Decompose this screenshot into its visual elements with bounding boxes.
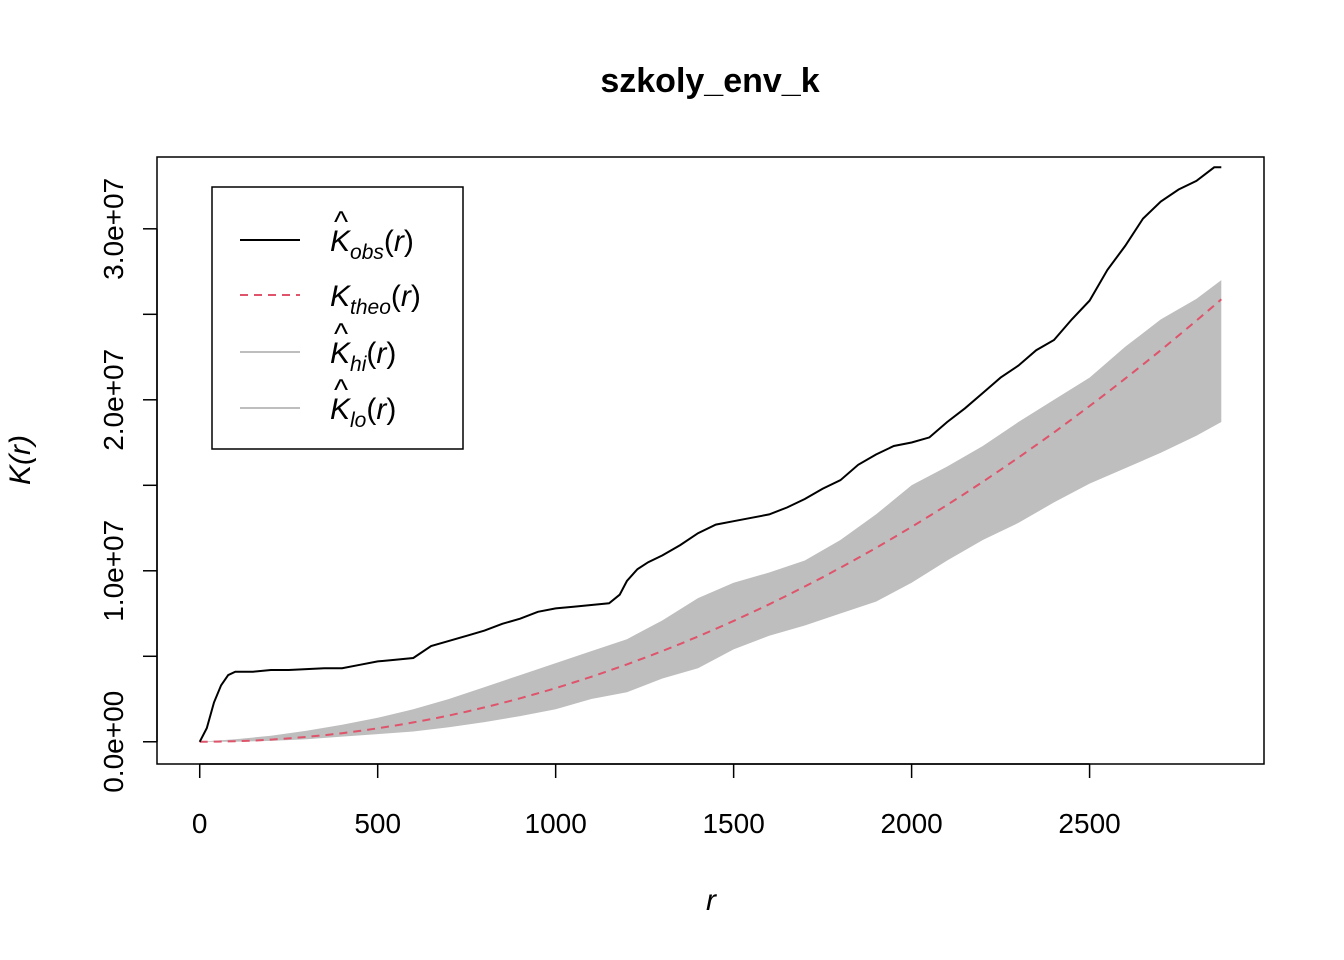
legend-hat: ^ (334, 318, 348, 351)
series-obs-line (198, 166, 1222, 743)
legend-hat: ^ (334, 374, 348, 407)
chart-title: szkoly_env_k (600, 62, 819, 100)
envelope-band (199, 280, 1222, 742)
y-tick-label: 2.0e+07 (98, 349, 129, 451)
x-tick-label: 1000 (525, 808, 587, 839)
legend-label: Ktheo(r) (330, 280, 421, 319)
legend-item-theo: Ktheo(r) (240, 280, 421, 319)
x-axis-label: r (706, 884, 717, 917)
legend-label: Klo(r) (330, 393, 396, 432)
legend-item-lo: Klo(r)^ (240, 374, 396, 432)
plot-area (198, 166, 1222, 743)
y-axis: 0.0e+00 1.0e+07 2.0e+07 3.0e+07 (98, 178, 158, 793)
legend-label: Khi(r) (330, 337, 396, 376)
series-theo-line (199, 298, 1222, 743)
x-tick-label: 0 (192, 808, 208, 839)
legend: Kobs(r)^Ktheo(r)Khi(r)^Klo(r)^ (211, 186, 464, 450)
legend-box (211, 186, 464, 450)
x-axis: 0 500 1000 1500 2000 2500 (192, 763, 1121, 839)
y-tick-label: 1.0e+07 (98, 520, 129, 622)
legend-hat: ^ (334, 206, 348, 239)
y-tick-label: 3.0e+07 (98, 178, 129, 280)
x-tick-label: 500 (354, 808, 401, 839)
x-tick-label: 2000 (880, 808, 942, 839)
legend-item-hi: Khi(r)^ (240, 318, 396, 376)
legend-item-obs: Kobs(r)^ (240, 206, 414, 264)
legend-label: Kobs(r) (330, 225, 414, 264)
x-tick-label: 1500 (702, 808, 764, 839)
y-axis-label: K(r) (4, 435, 37, 485)
y-tick-label: 0.0e+00 (98, 691, 129, 793)
x-tick-label: 2500 (1058, 808, 1120, 839)
